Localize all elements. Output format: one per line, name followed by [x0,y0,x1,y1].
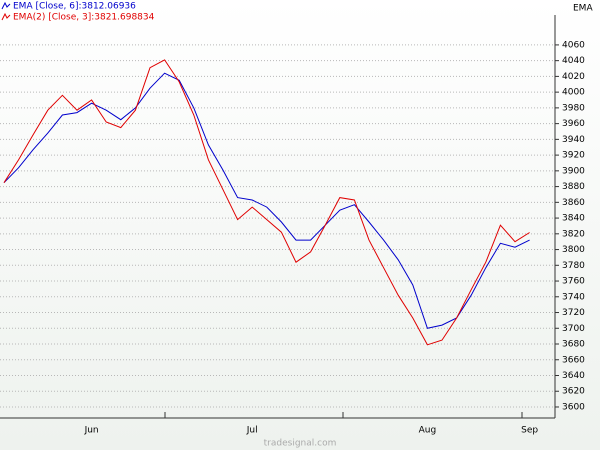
chart-title: EMA [573,4,593,14]
y-tick-label: 3940 [562,135,585,145]
y-tick-label: 4040 [562,56,585,66]
y-tick-label: 3600 [562,402,585,412]
y-tick-label: 3620 [562,387,585,397]
legend-icon [1,1,11,10]
y-tick-label: 3960 [562,119,585,129]
x-tick-label: Jun [84,426,99,436]
y-tick-label: 3740 [562,292,585,302]
y-tick-label: 4000 [562,88,585,98]
y-tick-label: 3680 [562,340,585,350]
watermark: tradesignal.com [264,439,337,449]
series-line [3,72,530,329]
y-tick-label: 3820 [562,229,585,239]
series-line [3,59,530,346]
y-tick-label: 3900 [562,166,585,176]
y-tick-label: 3780 [562,261,585,271]
y-tick-label: 3860 [562,198,585,208]
x-tick-label: Jul [246,426,258,436]
y-tick-label: 3980 [562,103,585,113]
y-tick-label: 4020 [562,72,585,82]
y-tick-label: 3920 [562,151,585,161]
legend-icon [1,12,11,21]
y-tick-label: 4060 [562,40,585,50]
legend-label: EMA(2) [Close, 3]:3821.698834 [13,13,155,23]
y-tick-label: 3800 [562,245,585,255]
legend-label: EMA [Close, 6]:3812.06936 [13,2,136,12]
y-tick-label: 3880 [562,182,585,192]
y-tick-label: 3660 [562,355,585,365]
x-tick-label: Sep [521,426,538,436]
y-tick-label: 3760 [562,277,585,287]
y-tick-label: 3640 [562,371,585,381]
y-tick-label: 3720 [562,308,585,318]
y-tick-label: 3840 [562,214,585,224]
x-tick-label: Aug [419,426,437,436]
y-tick-label: 3700 [562,324,585,334]
